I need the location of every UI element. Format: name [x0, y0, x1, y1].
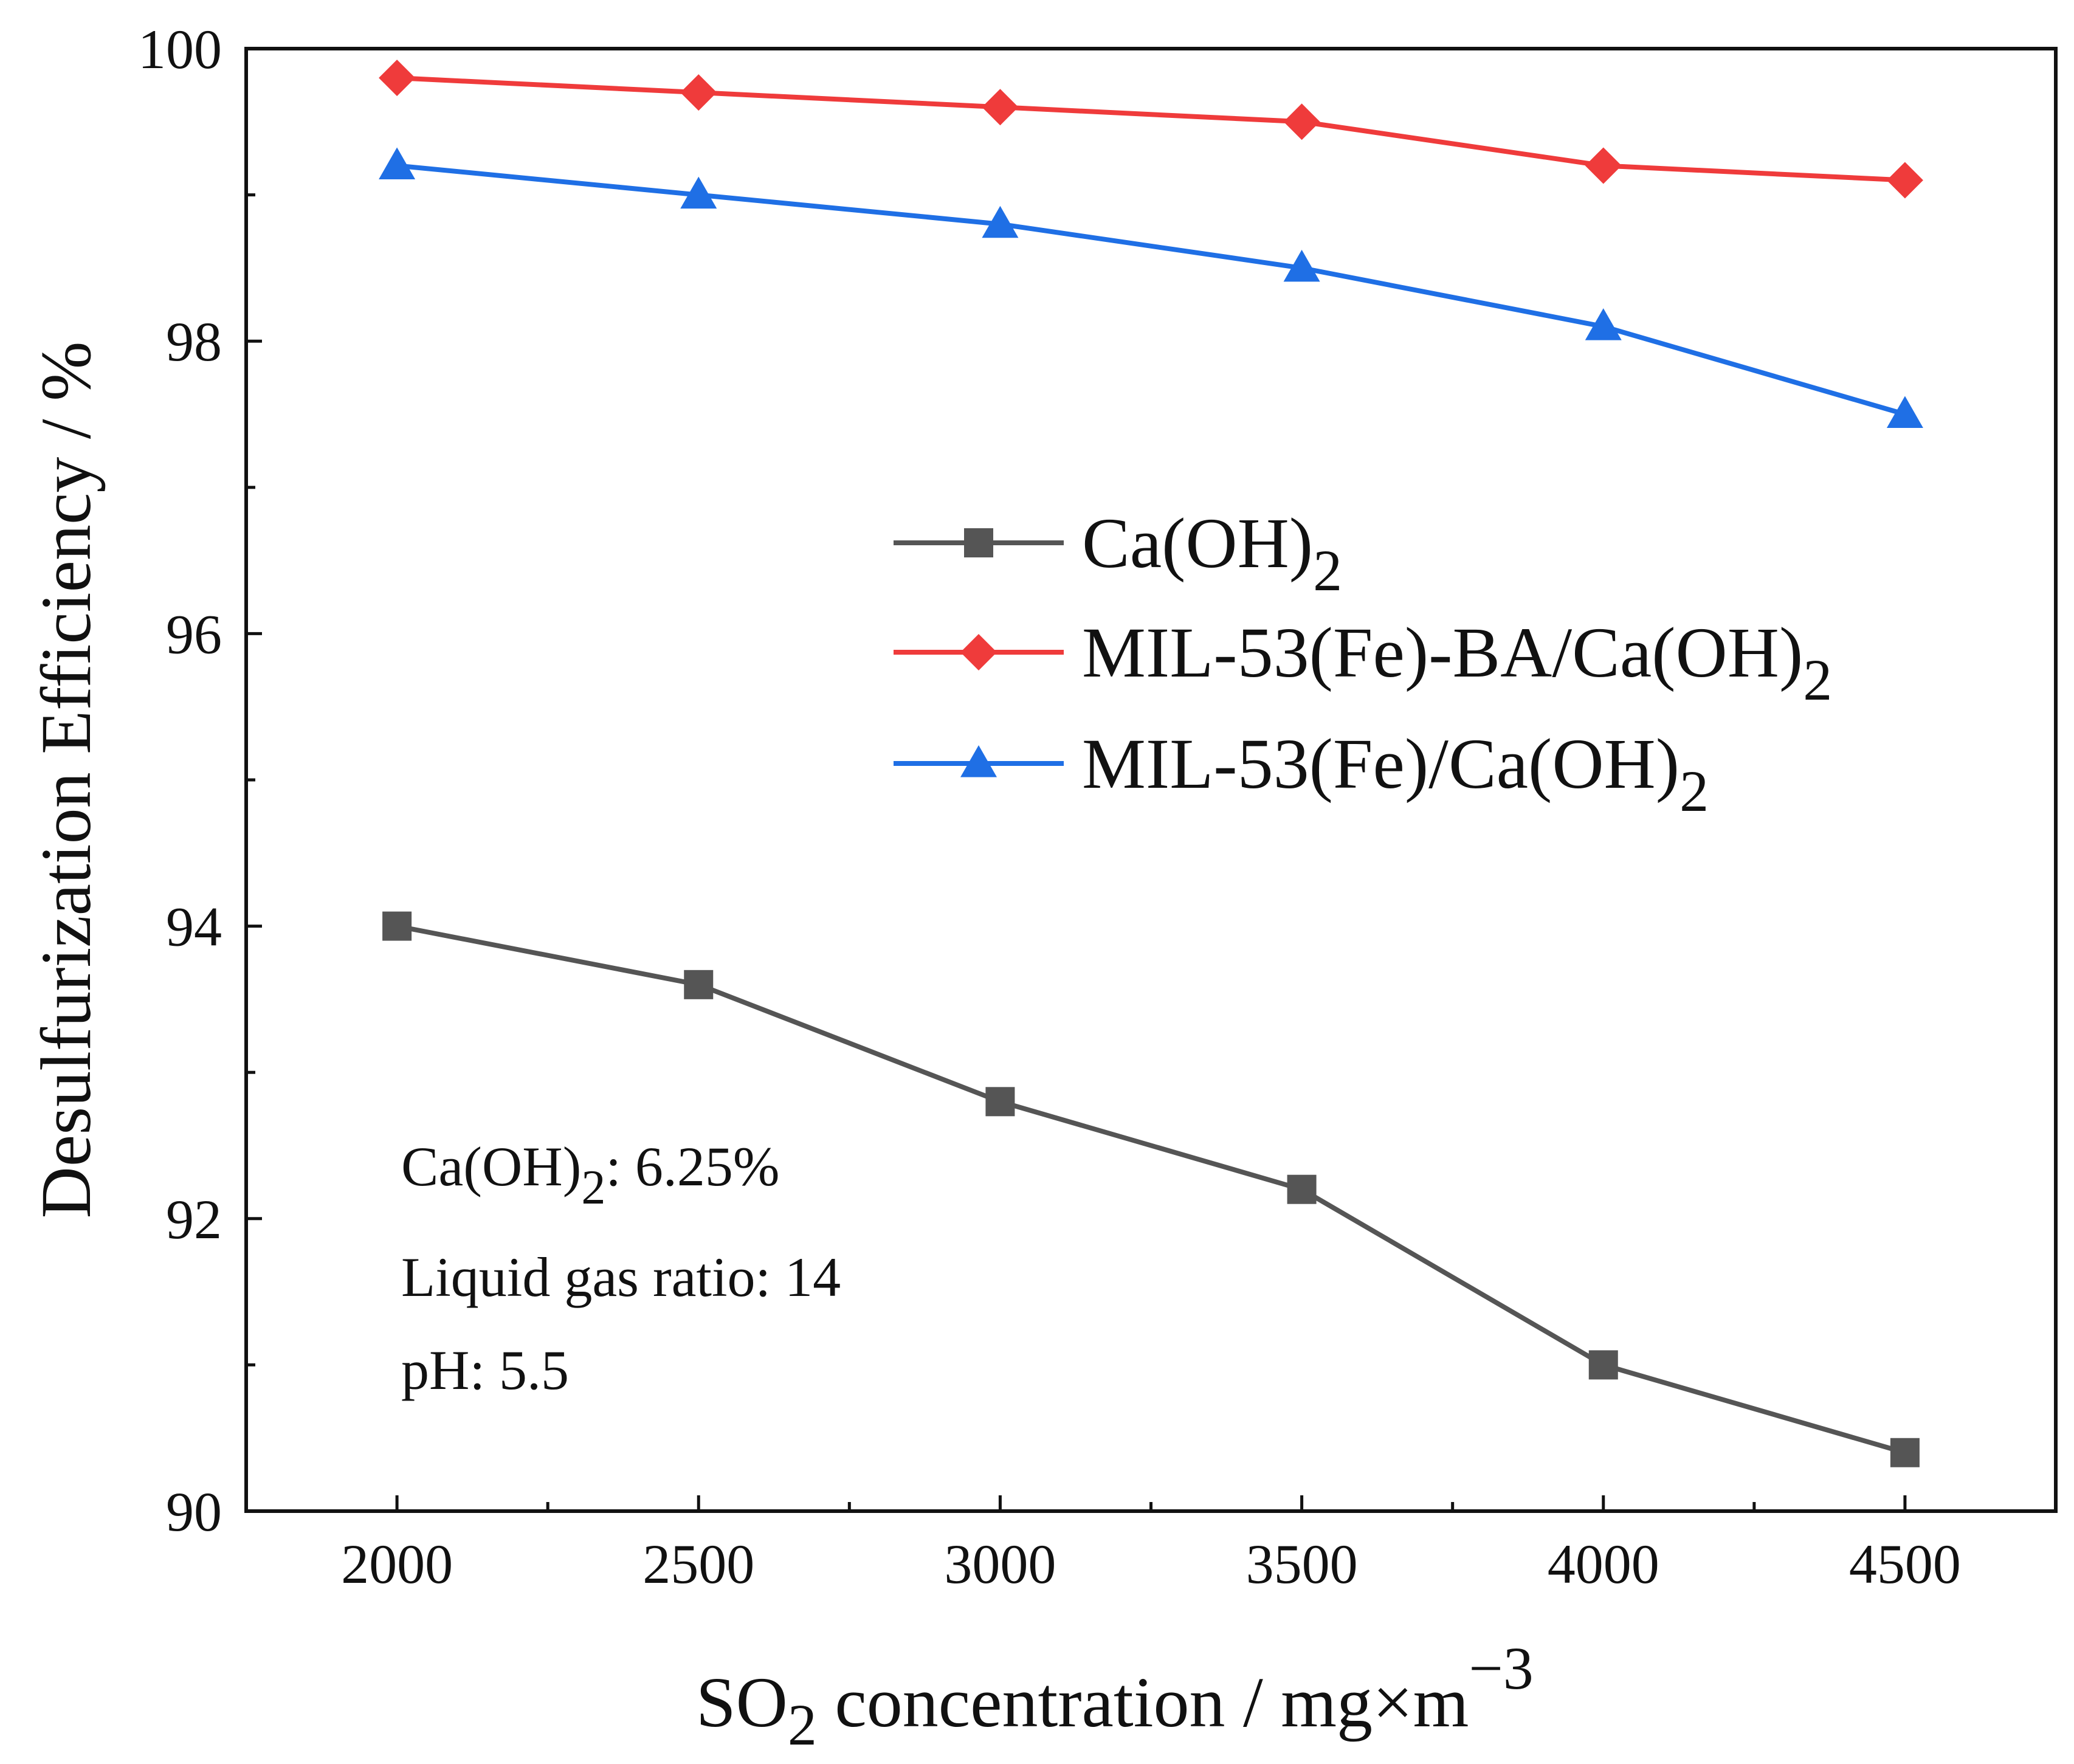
- x-axis-ticks: 2000 2500 3000 3500 4000 4500: [341, 1495, 1961, 1595]
- series-line: [396, 163, 1906, 417]
- y-axis-ticks: 90 92 94 96 98 100: [138, 18, 262, 1543]
- y-axis-label: Desulfurization Efficiency / %: [26, 342, 106, 1219]
- data-point: [382, 911, 412, 941]
- y-tick-label: 100: [138, 18, 222, 80]
- data-point: [982, 89, 1019, 126]
- x-tick-label: 4000: [1548, 1533, 1659, 1595]
- legend-item: Ca(OH)2: [894, 503, 1342, 603]
- data-point: [680, 74, 717, 111]
- data-point: [1585, 308, 1622, 340]
- data-point: [379, 147, 416, 179]
- series-3: [379, 147, 1923, 428]
- x-tick-label: 3500: [1246, 1533, 1358, 1595]
- data-point: [1588, 1350, 1618, 1380]
- data-point: [680, 176, 717, 209]
- data-point: [1283, 103, 1320, 140]
- data-point: [985, 1087, 1015, 1117]
- data-point: [1886, 162, 1923, 199]
- x-tick-label: 2000: [341, 1533, 453, 1595]
- x-tick-label: 2500: [643, 1533, 754, 1595]
- legend-marker: [960, 634, 997, 670]
- data-point: [1886, 396, 1923, 428]
- y-tick-label: 92: [166, 1188, 222, 1250]
- data-point: [1890, 1438, 1920, 1467]
- data-point: [1283, 249, 1320, 282]
- y-tick-label: 96: [166, 603, 222, 665]
- y-tick-label: 94: [166, 896, 222, 958]
- annotation-text: Liquid gas ratio: 14: [401, 1246, 841, 1308]
- legend-label: Ca(OH)2: [1082, 503, 1342, 603]
- data-point: [684, 970, 714, 999]
- series-2: [379, 60, 1923, 199]
- series-line: [396, 923, 1906, 1455]
- x-axis-label: SO2 concentration / mg×m−3: [696, 1635, 1534, 1757]
- legend-item: MIL-53(Fe)-BA/Ca(OH)2: [894, 613, 1832, 712]
- x-tick-label: 3000: [944, 1533, 1056, 1595]
- legend-marker: [960, 745, 997, 777]
- data-point: [1585, 147, 1622, 184]
- y-tick-label: 90: [166, 1481, 222, 1543]
- legend: Ca(OH)2 MIL-53(Fe)-BA/Ca(OH)2 MIL-53(Fe)/C…: [894, 503, 1832, 824]
- x-axis-label-main: SO: [696, 1662, 788, 1742]
- x-axis-label-rest: concentration / mg×m: [817, 1662, 1469, 1742]
- y-tick-label: 98: [166, 311, 222, 373]
- legend-item: MIL-53(Fe)/Ca(OH)2: [894, 724, 1709, 824]
- legend-marker: [964, 528, 993, 557]
- series-line: [396, 75, 1906, 183]
- condition-annotations: Ca(OH)2: 6.25% Liquid gas ratio: 14 pH: 5.…: [401, 1135, 841, 1401]
- x-axis-label-superscript: −3: [1469, 1635, 1533, 1702]
- annotation-text: pH: 5.5: [401, 1339, 569, 1401]
- series-1: [382, 911, 1920, 1467]
- x-tick-label: 4500: [1849, 1533, 1961, 1595]
- legend-label: MIL-53(Fe)/Ca(OH)2: [1082, 724, 1709, 824]
- annotation-text: Ca(OH)2: 6.25%: [401, 1135, 780, 1214]
- data-point: [1287, 1174, 1317, 1204]
- series-layer: [379, 60, 1923, 1467]
- data-point: [379, 60, 416, 97]
- legend-label: MIL-53(Fe)-BA/Ca(OH)2: [1082, 613, 1832, 712]
- data-point: [982, 205, 1019, 238]
- x-axis-label-subscript: 2: [788, 1692, 817, 1757]
